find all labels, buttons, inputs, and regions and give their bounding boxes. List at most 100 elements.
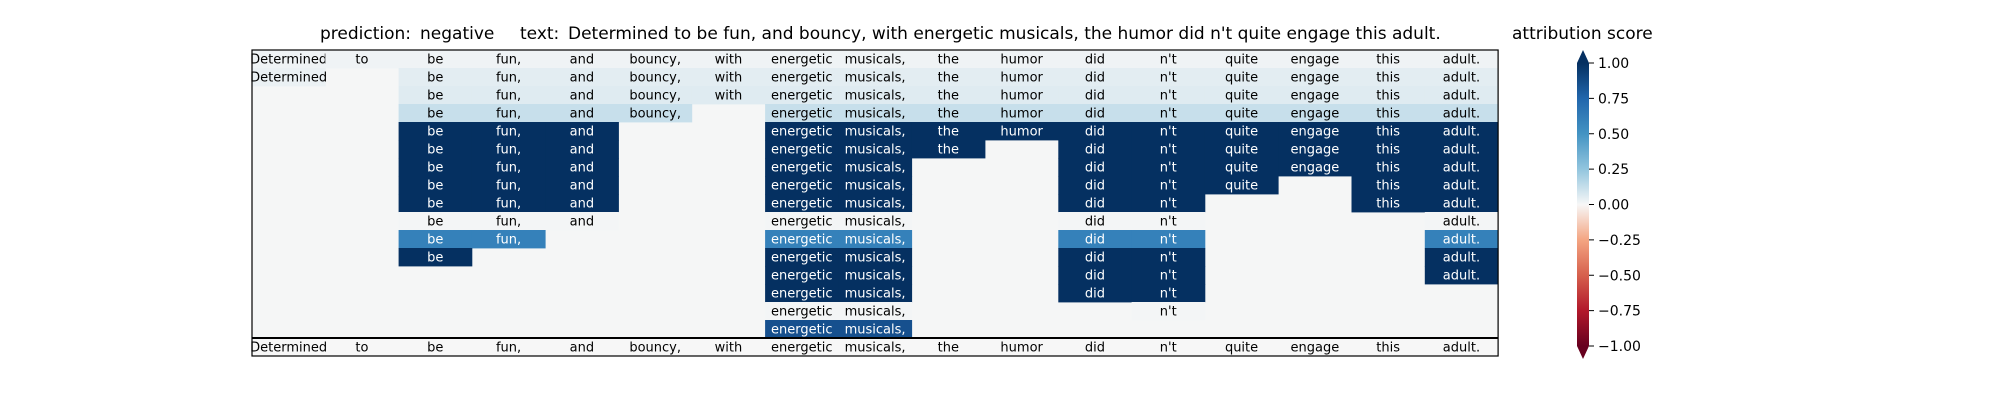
heatmap-cell <box>398 230 473 249</box>
heatmap-cell <box>252 68 326 87</box>
heatmap-cell-label: energetic <box>771 71 832 86</box>
bottom-token-label: musicals, <box>845 341 906 356</box>
heatmap-cell <box>471 122 546 141</box>
heatmap-cell <box>838 122 913 141</box>
heatmap-cell-label: musicals, <box>845 71 906 86</box>
heatmap-cell <box>838 284 913 303</box>
heatmap-cell-label: bouncy, <box>629 107 681 122</box>
heatmap-cell-label: this <box>1376 197 1400 212</box>
heatmap-cell-label: this <box>1376 71 1400 86</box>
bottom-token-label: with <box>715 341 743 356</box>
heatmap-cell <box>1424 248 1499 267</box>
heatmap-cell-label: adult. <box>1443 89 1480 104</box>
heatmap-cell <box>398 194 473 213</box>
heatmap-grid: Determined to be fun, and bouncy, with energeti… <box>250 50 1499 339</box>
heatmap-cell <box>1058 230 1132 249</box>
heatmap-cell-label: n't <box>1160 161 1177 176</box>
heatmap-cell-label: musicals, <box>845 89 906 104</box>
heatmap-cell <box>1351 104 1426 123</box>
heatmap-cell <box>765 104 839 123</box>
heatmap-cell <box>1058 68 1132 87</box>
bottom-token-label: the <box>938 341 959 356</box>
heatmap-cell-label: engage <box>1290 71 1339 86</box>
colorbar-tick-label: 1.00 <box>1598 56 1629 72</box>
heatmap-cell-label: adult. <box>1443 143 1480 158</box>
heatmap-cell-label: bouncy, <box>629 89 681 104</box>
heatmap-cell-label: be <box>427 71 443 86</box>
heatmap-cell <box>1131 284 1206 303</box>
heatmap-cell-label: musicals, <box>845 215 906 230</box>
heatmap-cell-label: musicals, <box>845 143 906 158</box>
heatmap-cell <box>1058 86 1132 105</box>
heatmap-cell <box>765 50 839 69</box>
heatmap-cell-label: n't <box>1160 89 1177 104</box>
bottom-row-background <box>252 338 1499 356</box>
heatmap-cell <box>1351 122 1426 141</box>
heatmap-cell-label: energetic <box>771 161 832 176</box>
heatmap-cell <box>691 68 766 87</box>
heatmap-cell-label: energetic <box>771 215 832 230</box>
heatmap-cell <box>838 140 913 159</box>
heatmap-cell <box>985 68 1059 87</box>
heatmap-cell-label: musicals, <box>845 233 906 248</box>
heatmap-cell <box>985 104 1059 123</box>
heatmap-cell-label: and <box>570 215 594 230</box>
heatmap-cell <box>545 176 619 195</box>
heatmap-cell-label: adult. <box>1443 53 1480 68</box>
heatmap-cell <box>1278 104 1352 123</box>
heatmap-cell <box>545 104 619 123</box>
heatmap-cell-label: be <box>427 179 443 194</box>
heatmap-cell <box>1131 248 1206 267</box>
heatmap-cell-label: did <box>1085 125 1105 140</box>
heatmap-cell-label: fun, <box>496 215 521 230</box>
heatmap-cell-label: fun, <box>496 125 521 140</box>
heatmap-cell-label: the <box>938 107 959 122</box>
heatmap-cell <box>1058 212 1132 231</box>
heatmap-cell <box>1424 230 1499 249</box>
bottom-token-label: energetic <box>771 341 832 356</box>
heatmap-cell-label: engage <box>1290 53 1339 68</box>
heatmap-cell-label: energetic <box>771 197 832 212</box>
heatmap-cell <box>471 194 546 213</box>
heatmap-cell-label: and <box>570 71 594 86</box>
heatmap-cell-label: humor <box>1000 107 1043 122</box>
heatmap-cell-label: this <box>1376 143 1400 158</box>
heatmap-cell <box>911 140 986 159</box>
heatmap-cell-label: quite <box>1225 143 1258 158</box>
heatmap-cell <box>838 86 913 105</box>
heatmap-cell <box>765 176 839 195</box>
heatmap-cell-label: quite <box>1225 89 1258 104</box>
heatmap-cell-label: n't <box>1160 125 1177 140</box>
heatmap-cell-label: quite <box>1225 71 1258 86</box>
heatmap-cell-label: fun, <box>496 233 521 248</box>
bottom-token-label: Determined <box>250 341 327 356</box>
heatmap-cell <box>545 212 619 231</box>
heatmap-cell <box>618 68 693 87</box>
heatmap-cell <box>911 68 986 87</box>
heatmap-cell-label: musicals, <box>845 269 906 284</box>
heatmap-cell-label: and <box>570 143 594 158</box>
heatmap-cell <box>765 212 839 231</box>
heatmap-cell-label: energetic <box>771 233 832 248</box>
heatmap-cell <box>1058 176 1132 195</box>
heatmap-cell <box>398 212 473 231</box>
heatmap-cell <box>838 50 913 69</box>
heatmap-cell-label: be <box>427 89 443 104</box>
heatmap-cell-label: humor <box>1000 125 1043 140</box>
heatmap-cell-label: energetic <box>771 305 832 320</box>
heatmap-cell <box>1204 86 1279 105</box>
heatmap-cell <box>1424 86 1499 105</box>
colorbar-gradient <box>1577 63 1589 346</box>
bottom-token-label: fun, <box>496 341 521 356</box>
heatmap-cell-label: engage <box>1290 161 1339 176</box>
heatmap-frame <box>251 49 1499 357</box>
heatmap-cell <box>838 194 913 213</box>
heatmap-cell-label: be <box>427 143 443 158</box>
heatmap-cell <box>471 212 546 231</box>
heatmap-cell <box>1058 50 1132 69</box>
colorbar-label: attribution score <box>1512 24 1653 44</box>
heatmap-cell-label: fun, <box>496 143 521 158</box>
colorbar-tick-label: −1.00 <box>1598 339 1641 355</box>
heatmap-cell <box>398 50 473 69</box>
